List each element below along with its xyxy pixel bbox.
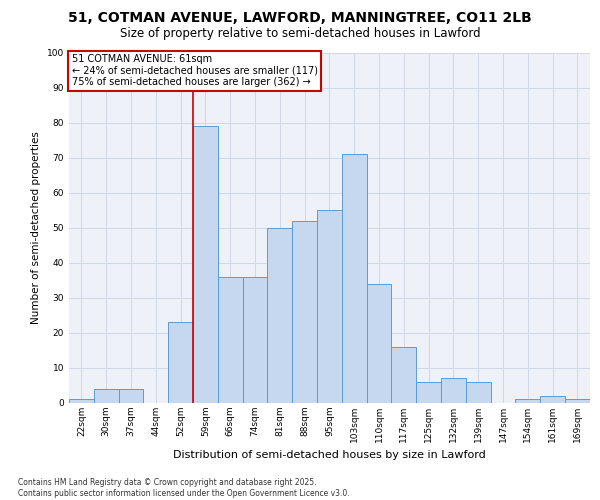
Bar	[69, 399, 94, 402]
Bar	[540, 396, 565, 402]
Bar	[565, 399, 590, 402]
Text: Contains HM Land Registry data © Crown copyright and database right 2025.
Contai: Contains HM Land Registry data © Crown c…	[18, 478, 350, 498]
Bar	[441, 378, 466, 402]
X-axis label: Distribution of semi-detached houses by size in Lawford: Distribution of semi-detached houses by …	[173, 450, 486, 460]
Bar	[119, 388, 143, 402]
Bar	[268, 228, 292, 402]
Bar	[466, 382, 491, 402]
Bar	[416, 382, 441, 402]
Bar	[317, 210, 342, 402]
Bar	[292, 220, 317, 402]
Text: Size of property relative to semi-detached houses in Lawford: Size of property relative to semi-detach…	[119, 28, 481, 40]
Bar	[367, 284, 391, 403]
Y-axis label: Number of semi-detached properties: Number of semi-detached properties	[31, 131, 41, 324]
Bar	[342, 154, 367, 402]
Bar	[242, 276, 268, 402]
Bar	[515, 399, 540, 402]
Bar	[218, 276, 242, 402]
Bar	[94, 388, 119, 402]
Text: 51, COTMAN AVENUE, LAWFORD, MANNINGTREE, CO11 2LB: 51, COTMAN AVENUE, LAWFORD, MANNINGTREE,…	[68, 12, 532, 26]
Text: 51 COTMAN AVENUE: 61sqm
← 24% of semi-detached houses are smaller (117)
75% of s: 51 COTMAN AVENUE: 61sqm ← 24% of semi-de…	[71, 54, 317, 88]
Bar	[168, 322, 193, 402]
Bar	[193, 126, 218, 402]
Bar	[391, 346, 416, 403]
